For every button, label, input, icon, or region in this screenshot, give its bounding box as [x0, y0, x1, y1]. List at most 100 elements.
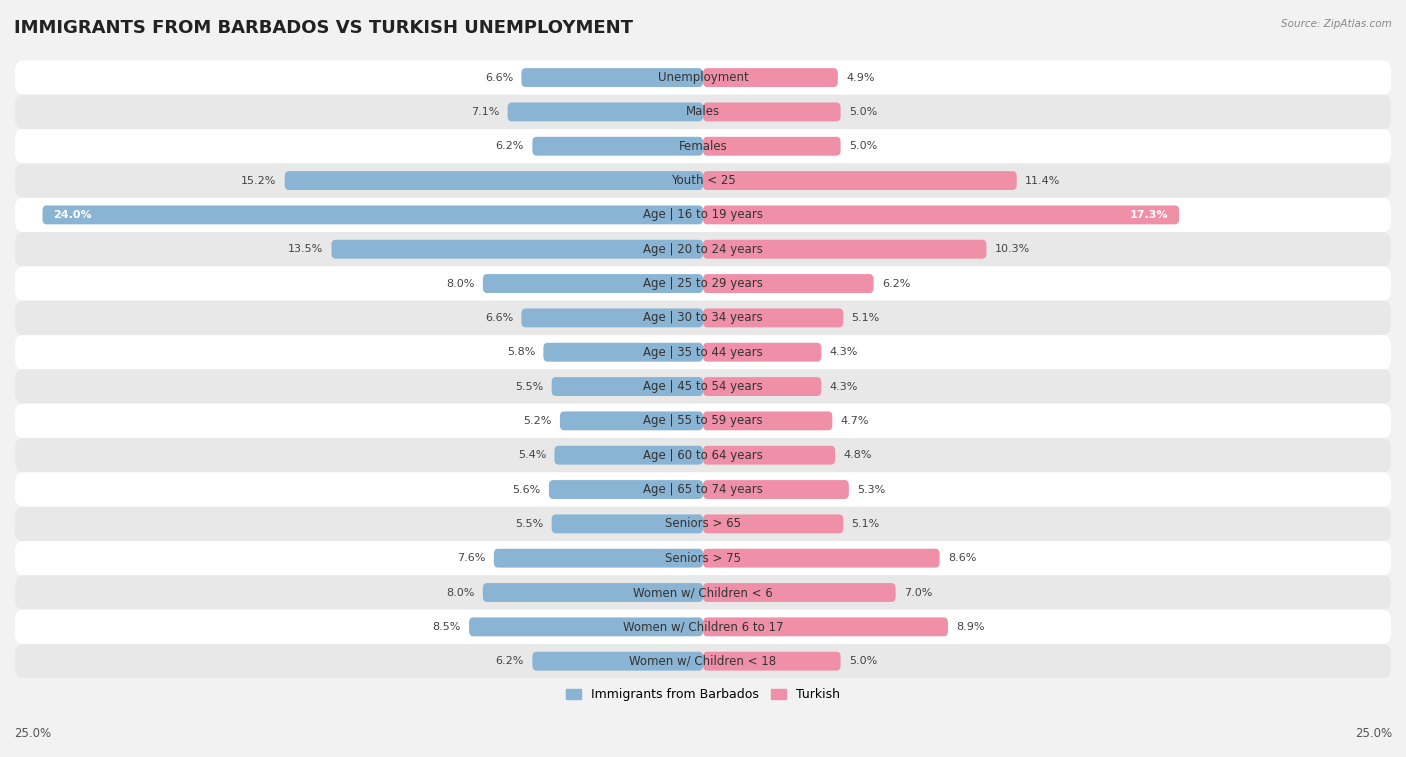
FancyBboxPatch shape — [522, 308, 703, 327]
Text: Women w/ Children < 6: Women w/ Children < 6 — [633, 586, 773, 599]
Text: 4.7%: 4.7% — [841, 416, 869, 426]
FancyBboxPatch shape — [15, 335, 1391, 369]
FancyBboxPatch shape — [15, 472, 1391, 506]
FancyBboxPatch shape — [15, 644, 1391, 678]
Text: 8.0%: 8.0% — [446, 279, 475, 288]
FancyBboxPatch shape — [508, 102, 703, 121]
Text: 5.0%: 5.0% — [849, 107, 877, 117]
FancyBboxPatch shape — [15, 506, 1391, 541]
Text: 7.0%: 7.0% — [904, 587, 932, 597]
Text: 10.3%: 10.3% — [994, 245, 1031, 254]
FancyBboxPatch shape — [284, 171, 703, 190]
FancyBboxPatch shape — [15, 609, 1391, 644]
FancyBboxPatch shape — [703, 343, 821, 362]
FancyBboxPatch shape — [15, 301, 1391, 335]
FancyBboxPatch shape — [703, 583, 896, 602]
Legend: Immigrants from Barbados, Turkish: Immigrants from Barbados, Turkish — [561, 683, 845, 706]
FancyBboxPatch shape — [703, 205, 1180, 224]
Text: 5.6%: 5.6% — [512, 484, 541, 494]
FancyBboxPatch shape — [15, 575, 1391, 609]
FancyBboxPatch shape — [703, 68, 838, 87]
Text: Age | 65 to 74 years: Age | 65 to 74 years — [643, 483, 763, 496]
FancyBboxPatch shape — [482, 583, 703, 602]
Text: Women w/ Children < 18: Women w/ Children < 18 — [630, 655, 776, 668]
Text: 6.2%: 6.2% — [882, 279, 910, 288]
Text: Seniors > 75: Seniors > 75 — [665, 552, 741, 565]
FancyBboxPatch shape — [42, 205, 703, 224]
FancyBboxPatch shape — [470, 618, 703, 637]
FancyBboxPatch shape — [703, 446, 835, 465]
Text: 25.0%: 25.0% — [1355, 727, 1392, 740]
FancyBboxPatch shape — [15, 438, 1391, 472]
Text: 5.3%: 5.3% — [858, 484, 886, 494]
FancyBboxPatch shape — [15, 164, 1391, 198]
Text: 7.1%: 7.1% — [471, 107, 499, 117]
FancyBboxPatch shape — [548, 480, 703, 499]
Text: 8.5%: 8.5% — [433, 621, 461, 632]
Text: 8.6%: 8.6% — [948, 553, 976, 563]
FancyBboxPatch shape — [703, 515, 844, 533]
Text: Age | 16 to 19 years: Age | 16 to 19 years — [643, 208, 763, 221]
Text: 4.9%: 4.9% — [846, 73, 875, 83]
FancyBboxPatch shape — [560, 412, 703, 430]
Text: 5.1%: 5.1% — [852, 313, 880, 323]
Text: 4.8%: 4.8% — [844, 450, 872, 460]
Text: Age | 35 to 44 years: Age | 35 to 44 years — [643, 346, 763, 359]
Text: Age | 60 to 64 years: Age | 60 to 64 years — [643, 449, 763, 462]
Text: 13.5%: 13.5% — [288, 245, 323, 254]
Text: 4.3%: 4.3% — [830, 382, 858, 391]
Text: 25.0%: 25.0% — [14, 727, 51, 740]
Text: 15.2%: 15.2% — [240, 176, 277, 185]
FancyBboxPatch shape — [703, 652, 841, 671]
Text: 6.6%: 6.6% — [485, 73, 513, 83]
FancyBboxPatch shape — [15, 198, 1391, 232]
FancyBboxPatch shape — [482, 274, 703, 293]
Text: Age | 45 to 54 years: Age | 45 to 54 years — [643, 380, 763, 393]
FancyBboxPatch shape — [703, 618, 948, 637]
FancyBboxPatch shape — [703, 274, 873, 293]
FancyBboxPatch shape — [15, 266, 1391, 301]
Text: 24.0%: 24.0% — [53, 210, 93, 220]
FancyBboxPatch shape — [533, 137, 703, 156]
FancyBboxPatch shape — [703, 480, 849, 499]
Text: 7.6%: 7.6% — [457, 553, 485, 563]
FancyBboxPatch shape — [15, 95, 1391, 129]
Text: 17.3%: 17.3% — [1129, 210, 1168, 220]
FancyBboxPatch shape — [551, 515, 703, 533]
FancyBboxPatch shape — [554, 446, 703, 465]
FancyBboxPatch shape — [15, 541, 1391, 575]
FancyBboxPatch shape — [703, 549, 939, 568]
FancyBboxPatch shape — [494, 549, 703, 568]
Text: Age | 55 to 59 years: Age | 55 to 59 years — [643, 414, 763, 428]
Text: Source: ZipAtlas.com: Source: ZipAtlas.com — [1281, 19, 1392, 29]
FancyBboxPatch shape — [703, 412, 832, 430]
Text: 5.5%: 5.5% — [515, 519, 543, 529]
Text: Age | 30 to 34 years: Age | 30 to 34 years — [643, 311, 763, 325]
Text: Youth < 25: Youth < 25 — [671, 174, 735, 187]
Text: IMMIGRANTS FROM BARBADOS VS TURKISH UNEMPLOYMENT: IMMIGRANTS FROM BARBADOS VS TURKISH UNEM… — [14, 19, 633, 37]
Text: 5.4%: 5.4% — [517, 450, 546, 460]
Text: 6.2%: 6.2% — [496, 656, 524, 666]
Text: 6.6%: 6.6% — [485, 313, 513, 323]
Text: 5.1%: 5.1% — [852, 519, 880, 529]
FancyBboxPatch shape — [543, 343, 703, 362]
Text: 5.0%: 5.0% — [849, 142, 877, 151]
FancyBboxPatch shape — [332, 240, 703, 259]
Text: 8.0%: 8.0% — [446, 587, 475, 597]
FancyBboxPatch shape — [703, 102, 841, 121]
Text: Age | 20 to 24 years: Age | 20 to 24 years — [643, 243, 763, 256]
FancyBboxPatch shape — [551, 377, 703, 396]
Text: Females: Females — [679, 140, 727, 153]
Text: Unemployment: Unemployment — [658, 71, 748, 84]
Text: Women w/ Children 6 to 17: Women w/ Children 6 to 17 — [623, 620, 783, 634]
FancyBboxPatch shape — [15, 403, 1391, 438]
FancyBboxPatch shape — [703, 171, 1017, 190]
Text: 5.8%: 5.8% — [506, 347, 536, 357]
FancyBboxPatch shape — [703, 137, 841, 156]
FancyBboxPatch shape — [15, 129, 1391, 164]
FancyBboxPatch shape — [703, 240, 987, 259]
Text: 6.2%: 6.2% — [496, 142, 524, 151]
Text: 11.4%: 11.4% — [1025, 176, 1060, 185]
FancyBboxPatch shape — [533, 652, 703, 671]
FancyBboxPatch shape — [703, 377, 821, 396]
